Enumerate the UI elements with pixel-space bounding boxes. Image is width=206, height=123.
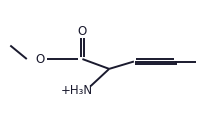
Text: O: O	[78, 25, 87, 38]
Text: +H₃N: +H₃N	[61, 84, 93, 97]
Text: O: O	[36, 53, 45, 66]
